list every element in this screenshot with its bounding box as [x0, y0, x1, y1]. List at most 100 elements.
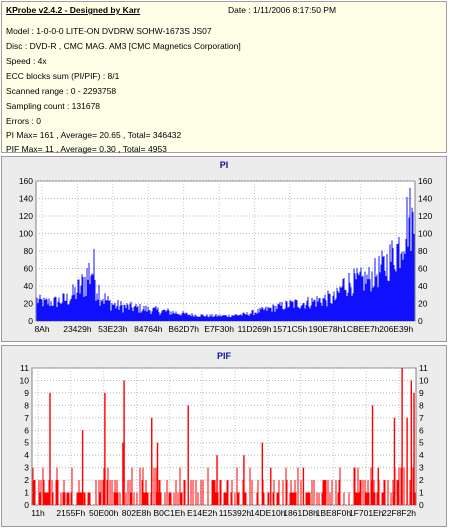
pi-bar: [341, 286, 343, 321]
pi-bar: [409, 187, 411, 321]
pif-bar: [231, 480, 233, 505]
pi-bar: [314, 300, 316, 321]
pif-bar: [268, 492, 270, 505]
pi-summary-line: PI Max= 161 , Average= 20.65 , Total= 34…: [6, 130, 182, 140]
pi-bar: [46, 299, 48, 321]
pi-bar: [312, 301, 314, 321]
pi-bar: [58, 297, 60, 321]
pif-bar: [294, 480, 296, 505]
pif-ytick-left: 0: [24, 500, 29, 510]
pi-bar: [310, 305, 312, 321]
pif-bar: [102, 480, 104, 505]
pi-ytick-left: 100: [19, 229, 33, 239]
pif-spike: [156, 442, 159, 505]
pi-bar: [77, 279, 79, 321]
pif-xtick: 2155Fh: [56, 508, 85, 518]
pif-bar: [364, 480, 366, 505]
pi-bar: [261, 307, 263, 321]
pi-bar: [61, 302, 63, 321]
pi-bar: [237, 315, 239, 321]
pi-bar: [254, 312, 256, 321]
pi-bar: [370, 291, 372, 321]
pi-bar: [119, 305, 121, 321]
pi-bar: [229, 317, 231, 321]
pif-bar: [170, 492, 172, 505]
pi-bar: [309, 308, 311, 321]
pi-bar: [124, 304, 126, 321]
pi-bar: [413, 233, 415, 321]
pif-bar: [356, 492, 358, 505]
pi-bar: [313, 299, 315, 321]
pi-bar: [295, 299, 297, 321]
pif-bar: [316, 492, 318, 505]
pi-bar: [209, 314, 211, 321]
pi-bar: [203, 316, 205, 321]
pi-bar: [269, 307, 271, 321]
pi-bar: [53, 297, 55, 321]
pi-bar: [352, 293, 354, 321]
pif-ytick-left: 6: [24, 425, 29, 435]
pi-bar: [374, 258, 376, 321]
pi-bar: [298, 307, 300, 321]
pi-bar: [248, 315, 250, 321]
pi-bar: [304, 308, 306, 321]
pi-bar: [104, 293, 106, 321]
pi-bar: [150, 313, 152, 321]
pi-bar: [215, 314, 217, 321]
pi-bar: [156, 309, 158, 321]
pi-bar: [163, 309, 165, 321]
pi-ytick-right: 0: [418, 316, 423, 326]
pif-bar: [169, 492, 171, 505]
pif-bar: [242, 480, 244, 505]
pi-bar: [97, 299, 99, 321]
pi-bar: [387, 280, 389, 321]
pi-bar: [234, 314, 236, 321]
pif-bar: [43, 480, 45, 505]
pif-bar: [202, 480, 204, 505]
pif-bar: [190, 480, 192, 505]
pi-bar: [406, 196, 408, 321]
pif-bar: [244, 492, 246, 505]
pi-bar: [243, 312, 245, 321]
pi-bar: [175, 311, 177, 321]
pif-bar: [220, 480, 222, 505]
pi-bar: [168, 310, 170, 321]
pi-bar: [148, 310, 150, 321]
pi-bar: [85, 296, 87, 321]
pi-bar: [80, 285, 82, 321]
pif-bar: [398, 467, 400, 505]
pif-bar: [66, 492, 68, 505]
pi-bar: [191, 313, 193, 321]
pif-bar: [291, 492, 293, 505]
pi-bar: [206, 314, 208, 321]
pif-spike: [122, 442, 124, 505]
pif-bar: [175, 480, 177, 505]
pi-bar: [161, 310, 163, 321]
pi-bar: [100, 300, 102, 321]
pi-bar: [201, 314, 203, 321]
pif-bar: [88, 492, 90, 505]
pif-ytick-right: 0: [419, 500, 424, 510]
pif-bar: [307, 492, 309, 505]
pi-bar: [337, 290, 339, 321]
pi-bar: [384, 270, 386, 321]
pif-bar: [382, 492, 384, 505]
pi-bar: [362, 275, 364, 321]
pif-bar: [150, 492, 152, 505]
pi-bar: [347, 292, 349, 321]
pi-bar: [130, 301, 132, 321]
pi-bar: [242, 312, 244, 321]
pi-bar: [303, 302, 305, 321]
pif-bar: [168, 492, 170, 505]
pi-bar: [394, 269, 396, 321]
pif-ytick-left: 5: [24, 438, 29, 448]
pi-bar: [372, 287, 374, 321]
pi-bar: [118, 309, 120, 321]
pi-bar: [92, 274, 94, 321]
pi-bar: [149, 310, 151, 321]
pi-bar: [375, 276, 377, 321]
pi-bar: [260, 309, 262, 321]
pi-ytick-right: 160: [418, 176, 432, 186]
pif-spike: [371, 405, 374, 505]
